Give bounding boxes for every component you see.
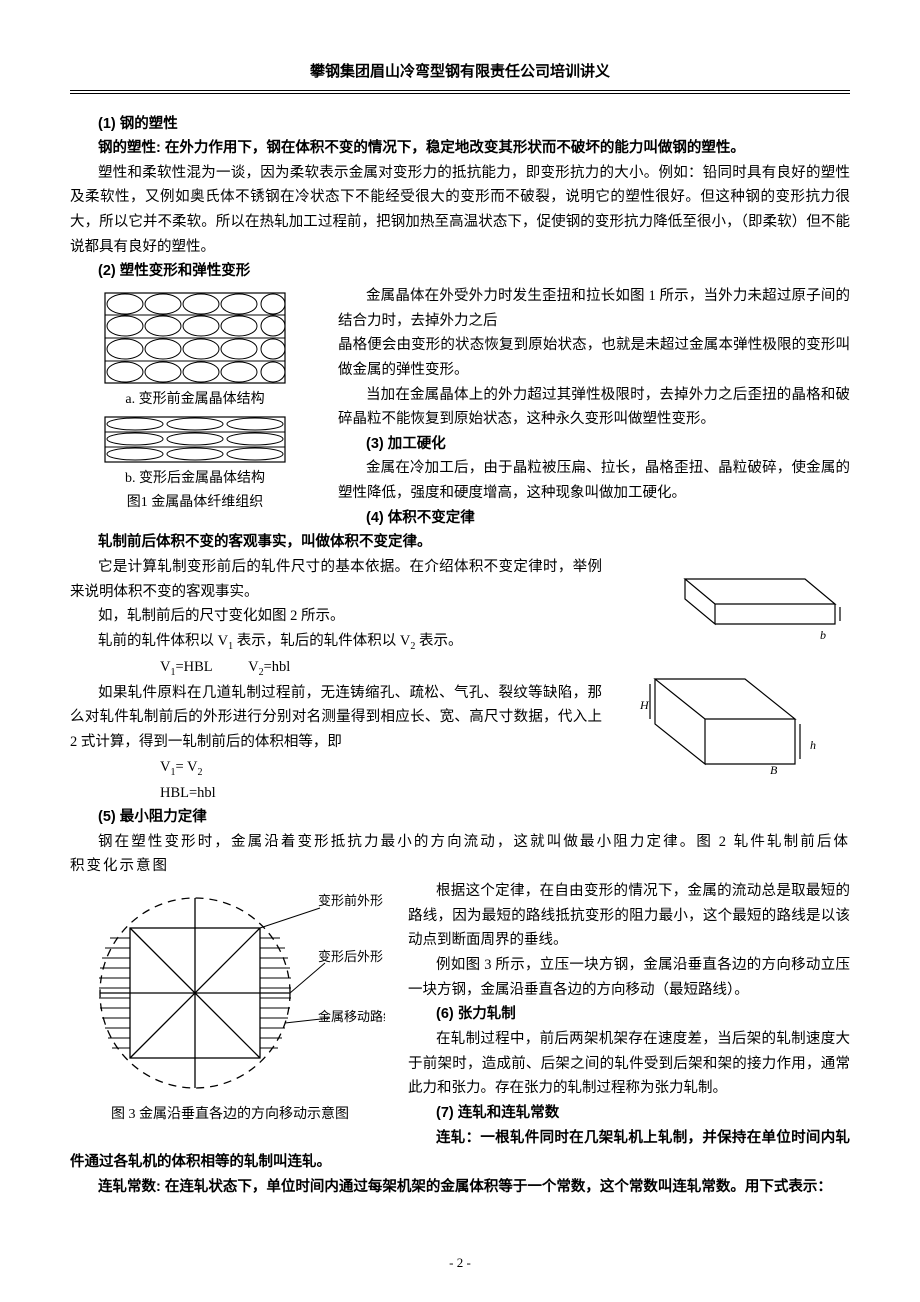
svg-text:b: b: [820, 628, 826, 642]
page-header: 攀钢集团眉山冷弯型钢有限责任公司培训讲义: [70, 60, 850, 91]
sec1-title: (1) 钢的塑性: [98, 112, 850, 137]
sec1-def: 钢的塑性: 在外力作用下，钢在体积不变的情况下，稳定地改变其形状而不破坏的能力叫…: [70, 136, 850, 161]
fig3-caption: 图 3 金属沿垂直各边的方向移动示意图: [70, 1103, 390, 1127]
fig3-label1: 变形前外形: [318, 893, 383, 908]
sec4-def: 轧制前后体积不变的客观事实，叫做体积不变定律。: [70, 530, 850, 555]
sec4-formula3: HBL=hbl: [160, 781, 850, 806]
fig1-svg-b: [95, 412, 295, 467]
fig2-svg: b B H h: [625, 559, 845, 779]
sec7-def1: 连轧：一根轧件同时在几架轧机上轧制，并保持在单位时间内轧件通过各轧机的体积相等的…: [70, 1126, 850, 1175]
svg-text:H: H: [639, 698, 650, 712]
sec5-p1: 钢在塑性变形时，金属沿着变形抵抗力最小的方向流动，这就叫做最小阻力定律。图 2 …: [70, 830, 850, 879]
fig3-label3: 金属移动路线: [318, 1009, 385, 1024]
fig1-caption: 图1 金属晶体纤维组织: [70, 491, 320, 515]
fig1-cap-b: b. 变形后金属晶体结构: [70, 467, 320, 491]
sec5-title: (5) 最小阻力定律: [98, 805, 850, 830]
fig1-cap-a: a. 变形前金属晶体结构: [70, 388, 320, 412]
header-rule: [70, 93, 850, 94]
page-number: - 2 -: [0, 1252, 920, 1274]
figure-1: a. 变形前金属晶体结构 b. 变形后金属晶体结构 图1 金属晶体纤维组织: [70, 288, 320, 514]
sec7-def2: 连轧常数: 在连轧状态下，单位时间内通过每架机架的金属体积等于一个常数，这个常数…: [70, 1175, 850, 1200]
figure-3: 变形前外形 变形后外形 金属移动路线 图 3 金属沿垂直各边的方向移动示意图: [70, 883, 390, 1127]
fig1-svg-a: [95, 288, 295, 388]
fig3-svg: 变形前外形 变形后外形 金属移动路线: [75, 883, 385, 1103]
fig3-label2: 变形后外形: [318, 949, 383, 964]
svg-text:B: B: [770, 763, 778, 777]
svg-text:h: h: [810, 738, 816, 752]
sec1-p1: 塑性和柔软性混为一谈，因为柔软表示金属对变形力的抵抗能力，即变形抗力的大小。例如…: [70, 161, 850, 260]
sec2-title: (2) 塑性变形和弹性变形: [98, 259, 850, 284]
figure-2: b B H h: [620, 559, 850, 779]
